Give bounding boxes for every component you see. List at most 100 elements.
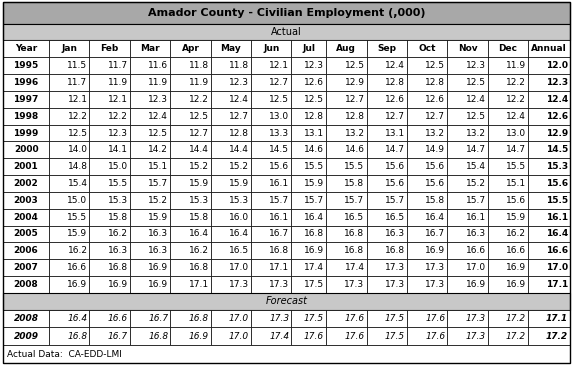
Text: 16.1: 16.1 <box>269 213 289 222</box>
Text: Oct: Oct <box>418 44 436 53</box>
Text: 16.9: 16.9 <box>148 280 168 289</box>
Bar <box>170 39 211 57</box>
Bar <box>211 175 251 192</box>
Bar <box>49 226 89 242</box>
Text: 17.3: 17.3 <box>269 280 289 289</box>
Text: 17.3: 17.3 <box>385 280 405 289</box>
Text: 17.3: 17.3 <box>465 332 486 341</box>
Text: 14.7: 14.7 <box>466 145 486 154</box>
Bar <box>488 259 528 276</box>
Bar <box>367 158 407 175</box>
Text: Actual Data:  CA-EDD-LMI: Actual Data: CA-EDD-LMI <box>7 350 122 359</box>
Bar <box>528 158 570 175</box>
Text: 17.1: 17.1 <box>546 314 568 323</box>
Bar <box>89 74 130 91</box>
Bar <box>488 276 528 293</box>
Text: 16.3: 16.3 <box>465 230 486 238</box>
Bar <box>3 91 49 108</box>
Text: 16.7: 16.7 <box>108 332 128 341</box>
Text: 15.6: 15.6 <box>425 162 445 171</box>
Bar <box>251 310 291 327</box>
Bar <box>528 91 570 108</box>
Text: 12.5: 12.5 <box>68 128 88 138</box>
Bar <box>170 276 211 293</box>
Bar <box>211 242 251 259</box>
Bar <box>488 124 528 142</box>
Bar <box>528 124 570 142</box>
Text: 14.1: 14.1 <box>108 145 128 154</box>
Text: 16.7: 16.7 <box>269 230 289 238</box>
Bar <box>407 310 448 327</box>
Bar <box>211 310 251 327</box>
Text: 12.9: 12.9 <box>545 128 568 138</box>
Text: 16.4: 16.4 <box>189 230 209 238</box>
Bar <box>291 209 326 226</box>
Bar <box>3 142 49 158</box>
Text: 16.6: 16.6 <box>506 246 526 255</box>
Bar <box>3 293 570 310</box>
Bar <box>49 91 89 108</box>
Bar <box>326 39 367 57</box>
Bar <box>251 158 291 175</box>
Bar <box>3 2 570 24</box>
Text: 17.3: 17.3 <box>344 280 364 289</box>
Text: 17.3: 17.3 <box>425 263 445 272</box>
Bar <box>326 91 367 108</box>
Bar <box>3 259 49 276</box>
Text: 17.4: 17.4 <box>344 263 364 272</box>
Text: 1997: 1997 <box>13 95 39 104</box>
Bar <box>326 209 367 226</box>
Bar <box>326 57 367 74</box>
Text: 16.5: 16.5 <box>229 246 249 255</box>
Text: 1996: 1996 <box>14 78 39 87</box>
Bar <box>448 226 488 242</box>
Bar <box>3 175 49 192</box>
Bar <box>528 310 570 327</box>
Text: 12.0: 12.0 <box>546 61 568 70</box>
Bar <box>291 57 326 74</box>
Bar <box>211 226 251 242</box>
Bar <box>291 192 326 209</box>
Bar <box>448 209 488 226</box>
Text: Feb: Feb <box>100 44 119 53</box>
Bar <box>448 242 488 259</box>
Text: 17.3: 17.3 <box>229 280 249 289</box>
Text: 15.5: 15.5 <box>546 196 568 205</box>
Bar <box>170 327 211 345</box>
Text: 12.7: 12.7 <box>385 112 405 121</box>
Text: 13.0: 13.0 <box>269 112 289 121</box>
Bar <box>291 39 326 57</box>
Bar <box>528 242 570 259</box>
Bar <box>488 57 528 74</box>
Bar <box>89 158 130 175</box>
Bar <box>407 142 448 158</box>
Bar <box>130 158 170 175</box>
Bar <box>407 209 448 226</box>
Bar <box>89 108 130 124</box>
Text: 11.6: 11.6 <box>148 61 168 70</box>
Bar <box>211 108 251 124</box>
Text: 17.6: 17.6 <box>344 314 364 323</box>
Bar <box>367 39 407 57</box>
Bar <box>367 108 407 124</box>
Bar <box>211 142 251 158</box>
Bar <box>49 242 89 259</box>
Bar <box>326 226 367 242</box>
Bar <box>89 242 130 259</box>
Text: 2009: 2009 <box>14 332 38 341</box>
Bar <box>448 91 488 108</box>
Bar <box>170 209 211 226</box>
Bar <box>89 175 130 192</box>
Bar <box>251 209 291 226</box>
Bar <box>407 74 448 91</box>
Text: 2005: 2005 <box>14 230 38 238</box>
Text: 15.9: 15.9 <box>148 213 168 222</box>
Bar <box>89 39 130 57</box>
Text: 11.9: 11.9 <box>148 78 168 87</box>
Text: 14.4: 14.4 <box>189 145 209 154</box>
Bar <box>3 327 49 345</box>
Bar <box>170 158 211 175</box>
Text: 15.7: 15.7 <box>148 179 168 188</box>
Bar <box>170 91 211 108</box>
Text: 12.7: 12.7 <box>269 78 289 87</box>
